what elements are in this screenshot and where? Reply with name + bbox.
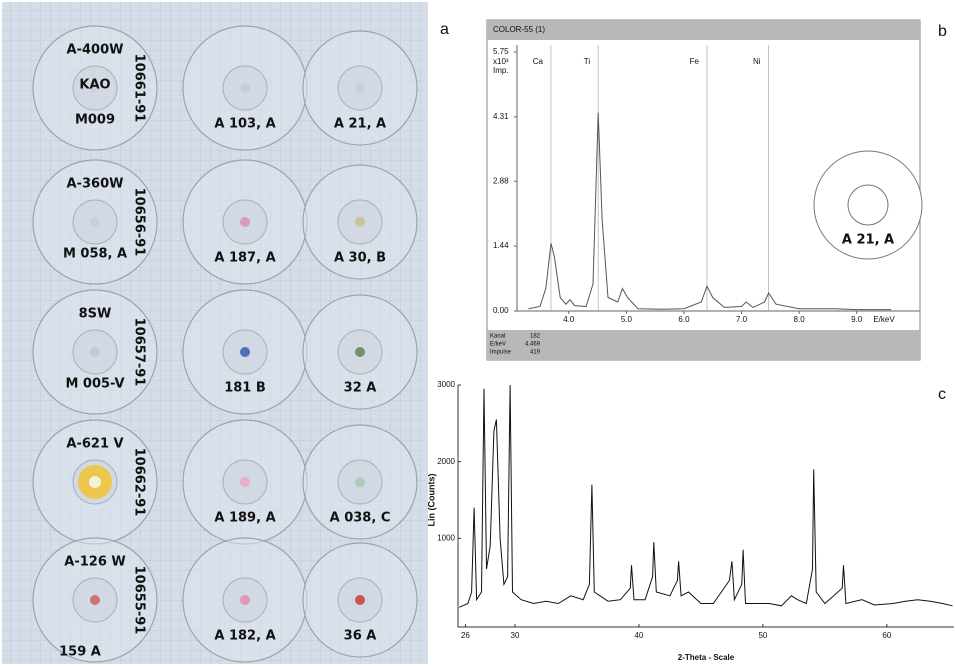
disc-label: KAO xyxy=(79,78,110,93)
sample-spot xyxy=(240,477,250,487)
y-tick-label: 1.44 xyxy=(493,241,509,250)
x-tick-label: 40 xyxy=(634,631,643,640)
footer-value: 182 xyxy=(530,334,541,340)
footer-value: 419 xyxy=(530,350,541,356)
y-unit: x10³ xyxy=(493,57,509,66)
sample-spot xyxy=(90,83,100,93)
x-tick-label: 8.0 xyxy=(794,315,806,324)
element-label: Ni xyxy=(753,57,761,66)
x-tick-label: 30 xyxy=(511,631,520,640)
x-tick-label: 6.0 xyxy=(678,315,690,324)
sample-spot xyxy=(240,217,250,227)
x-tick-label: 26 xyxy=(461,631,470,640)
disc-label: A 30, B xyxy=(334,251,386,266)
data-line xyxy=(528,112,892,311)
panel-label: c xyxy=(938,386,946,403)
element-label: Fe xyxy=(690,57,700,66)
disc-label: 10656-91 xyxy=(132,188,147,257)
disc-label: A 21, A xyxy=(334,117,386,132)
disc-label: 10661-91 xyxy=(132,54,147,123)
y-tick-label: 0.00 xyxy=(493,306,509,315)
disc-label: A-400W xyxy=(67,43,124,58)
footer-label: E/keV xyxy=(490,342,506,348)
x-label: E/keV xyxy=(873,315,895,324)
disc-label: M 005-V xyxy=(65,377,124,392)
sample-spot xyxy=(90,217,100,227)
disc-label: A-360W xyxy=(67,177,124,192)
sample-spot xyxy=(355,347,365,357)
sample-spot xyxy=(90,595,100,605)
photo-panel: A-400W KAO M009 10661-91 A 103, A A 21, A A-36… xyxy=(2,2,428,664)
disc-label: 32 A xyxy=(344,381,377,396)
disc-label: A-126 W xyxy=(64,555,125,570)
x-tick-label: 4.0 xyxy=(563,315,575,324)
element-label: Ca xyxy=(533,57,544,66)
x-tick-label: 60 xyxy=(882,631,891,640)
disc-label: 10657-91 xyxy=(132,318,147,387)
inset-label: A 21, A xyxy=(842,233,894,248)
disc-label: A 187, A xyxy=(214,251,275,266)
disc-label: 10662-91 xyxy=(132,448,147,517)
x-label: 2-Theta - Scale xyxy=(678,653,735,662)
x-tick-label: 9.0 xyxy=(851,315,863,324)
sample-spot xyxy=(240,595,250,605)
sample-spot xyxy=(240,83,250,93)
disc-label: 36 A xyxy=(344,629,377,644)
footer-value: 4.469 xyxy=(525,342,541,348)
x-tick-label: 7.0 xyxy=(736,315,748,324)
spectrum-header xyxy=(487,20,920,40)
disc-label: 8SW xyxy=(79,307,112,322)
footer-label: Impulse xyxy=(490,350,512,356)
y-tick-label: 4.31 xyxy=(493,112,509,121)
spectrum-title: COLOR-55 (1) xyxy=(493,25,545,34)
sample-spot xyxy=(355,83,365,93)
sample-spot xyxy=(355,217,365,227)
disc-label: 10655-91 xyxy=(132,566,147,635)
element-label: Ti xyxy=(584,57,591,66)
disc-label: 181 B xyxy=(224,381,266,396)
y-label: Lin (Counts) xyxy=(426,474,436,527)
disc-label: A 189, A xyxy=(214,511,275,526)
sample-spot xyxy=(90,347,100,357)
panel-label: b xyxy=(938,23,947,40)
inset-inner xyxy=(847,184,889,226)
panel-label: a xyxy=(440,21,449,38)
disc-label: A-621 V xyxy=(66,437,123,452)
disc-label: A 182, A xyxy=(214,629,275,644)
sample-spot xyxy=(355,477,365,487)
y-label: Imp. xyxy=(493,66,509,75)
sample-spot xyxy=(355,595,365,605)
disc-label: M009 xyxy=(75,113,115,128)
sample-spot xyxy=(240,347,250,357)
y-tick-label: 3000 xyxy=(437,380,455,389)
x-tick-label: 5.0 xyxy=(621,315,633,324)
spectrum-footer xyxy=(487,330,920,360)
data-line xyxy=(458,384,953,608)
disc-label: M 058, A xyxy=(63,247,127,262)
y-tick-label: 1000 xyxy=(437,533,455,542)
disc-label: A 038, C xyxy=(330,511,391,526)
disc-label: 159 A xyxy=(59,645,101,660)
y-tick-label: 2.88 xyxy=(493,176,509,185)
y-tick-label: 5.75 xyxy=(493,47,509,56)
footer-label: Kanal xyxy=(490,334,505,340)
sample-hole xyxy=(89,476,101,488)
disc-label: A 103, A xyxy=(214,117,275,132)
x-tick-label: 50 xyxy=(758,631,767,640)
y-tick-label: 2000 xyxy=(437,457,455,466)
